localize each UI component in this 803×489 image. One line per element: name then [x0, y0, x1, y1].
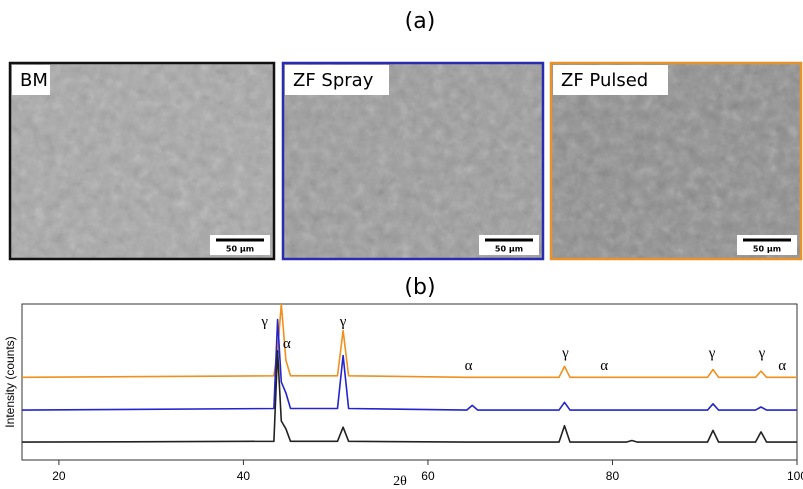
scale-label: 50 µm [226, 245, 254, 254]
micrograph-texture [10, 63, 274, 259]
plot-frame [21, 303, 798, 461]
panel-name: BM [20, 70, 48, 91]
panel-label: (b) [404, 275, 435, 300]
panel-name: ZF Spray [293, 70, 374, 91]
phase-annotation: γ [758, 345, 766, 361]
phase-annotation: α [465, 358, 473, 374]
micrograph-texture [551, 63, 801, 259]
phase-annotation: α [283, 336, 291, 352]
xrd-line [22, 318, 797, 411]
phase-annotation: γ [260, 314, 268, 330]
micrograph-texture [283, 63, 543, 259]
scale-label: 50 µm [495, 245, 523, 254]
x-tick-label: 80 [606, 469, 620, 483]
x-tick-label: 60 [421, 469, 435, 483]
phase-annotation: γ [708, 345, 716, 361]
phase-annotation: α [778, 358, 786, 374]
panel-name: ZF Pulsed [561, 70, 648, 91]
x-axis-label: 2θ [393, 474, 407, 489]
micrograph-border [8, 61, 276, 261]
xrd-line [22, 304, 797, 379]
x-tick-label: 20 [52, 469, 66, 483]
micrographs: BM 50 µm ZF Spray 50 µm ZF Pulsed 50 µm [8, 61, 803, 261]
x-tick-label: 100 [787, 469, 803, 483]
label-box [553, 65, 668, 95]
micrograph-border [549, 61, 803, 261]
micrograph-border [281, 61, 545, 261]
xrd-line [22, 350, 797, 443]
x-tick-label: 40 [237, 469, 251, 483]
y-axis-label: Intensity (counts) [3, 336, 17, 427]
label-box [12, 65, 50, 95]
scale-label: 50 µm [753, 245, 781, 254]
panel-label: (a) [405, 9, 436, 34]
phase-annotation: γ [561, 345, 569, 361]
label-box [285, 65, 389, 95]
plot [22, 304, 797, 443]
phase-annotation: γ [339, 314, 347, 330]
phase-annotation: α [600, 358, 608, 374]
